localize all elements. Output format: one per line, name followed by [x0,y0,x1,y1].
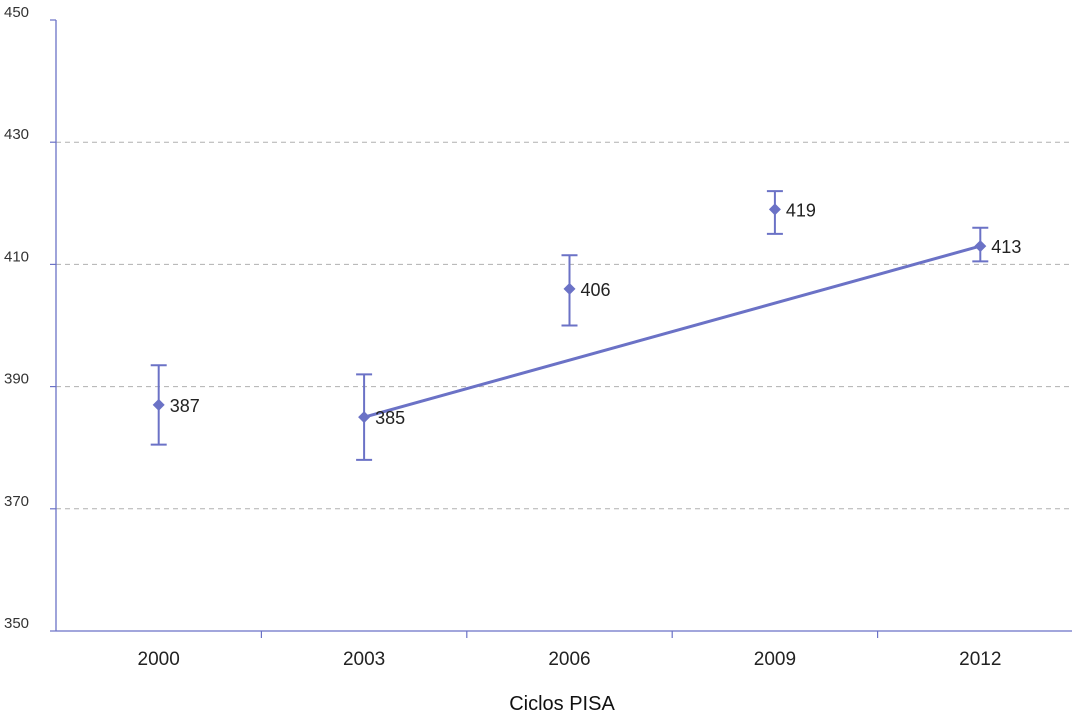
y-tick-label: 350 [4,615,29,632]
x-tick-label: 2003 [343,649,385,670]
data-labels: 387 385 406 419 413 [170,200,1022,428]
data-points [152,203,987,424]
data-label: 413 [991,237,1021,257]
data-point-marker [563,282,576,295]
error-bars [150,190,989,461]
y-tick-label: 450 [4,4,29,21]
axes [50,19,1072,638]
trend-line-layer [363,244,981,419]
x-axis-title: Ciclos PISA [509,693,615,715]
x-tick-label: 2009 [754,649,796,670]
trend-line [363,244,981,419]
data-point-marker [358,411,371,424]
data-point-marker [152,398,165,411]
x-tick-label: 2000 [138,649,180,670]
y-tick-label: 370 [4,493,29,510]
y-tick-label: 430 [4,126,29,143]
y-tick-label: 410 [4,248,29,265]
data-label: 385 [375,408,405,428]
x-tick-label: 2006 [548,649,590,670]
gridlines [56,141,1072,510]
y-tick-labels: 350 370 390 410 430 450 [4,4,29,632]
data-label: 419 [786,200,816,220]
x-tick-label: 2012 [959,649,1001,670]
data-label: 387 [170,396,200,416]
data-label: 406 [581,280,611,300]
data-point-marker [768,203,781,216]
x-tick-labels: 2000 2003 2006 2009 2012 [138,649,1002,670]
y-tick-label: 390 [4,371,29,388]
data-point-marker [974,240,987,253]
